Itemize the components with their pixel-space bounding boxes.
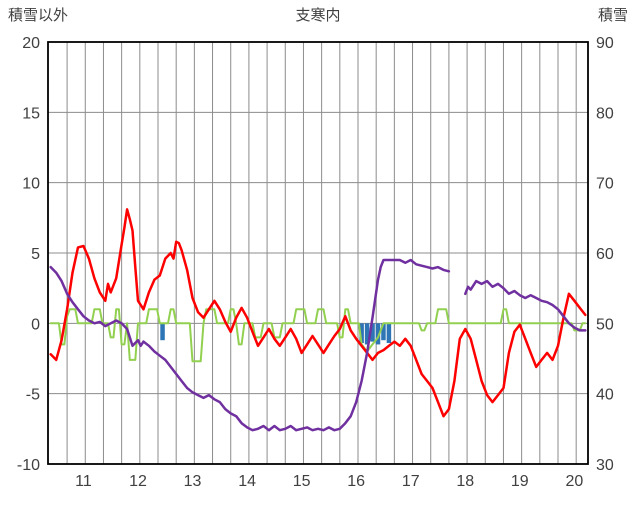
x-axis-tick-label: 13 (184, 473, 202, 490)
blue-bars-bar (364, 323, 370, 345)
red-line (49, 208, 587, 418)
right-axis-tick-label: 70 (596, 176, 614, 193)
left-axis-tick-label: 5 (31, 246, 40, 263)
left-axis-tick-label: -5 (26, 387, 40, 404)
left-axis-tick-label: 15 (22, 105, 40, 122)
x-axis-tick-label: 20 (565, 473, 583, 490)
right-axis-tick-label: 50 (596, 316, 614, 333)
left-axis-tick-label: -10 (17, 457, 40, 474)
right-axis-tick-label: 90 (596, 35, 614, 52)
x-axis-tick-label: 15 (293, 473, 311, 490)
blue-bars-bar (381, 323, 386, 341)
right-axis-title: 積雪 (597, 7, 628, 24)
x-axis-tick-label: 11 (75, 473, 92, 490)
left-axis-tick-label: 10 (22, 176, 40, 193)
left-axis-tick-label: 0 (31, 316, 40, 333)
left-axis-title: 積雪以外 (8, 7, 69, 24)
x-axis-tick-label: 17 (402, 473, 420, 490)
blue-bars-bar (370, 323, 375, 342)
blue-bars-bar (386, 323, 392, 344)
right-axis-tick-label: 40 (596, 387, 614, 404)
x-axis-tick-label: 16 (347, 473, 365, 490)
blue-bars-bar (359, 323, 364, 344)
x-axis-tick-label: 18 (456, 473, 474, 490)
chart-title: 支寒内 (295, 7, 341, 24)
x-axis-tick-label: 19 (511, 473, 529, 490)
right-axis-tick-label: 80 (596, 105, 614, 122)
x-axis-tick-label: 14 (238, 473, 256, 490)
right-axis-tick-label: 60 (596, 246, 614, 263)
purple-line (49, 258, 587, 432)
plot-border (47, 41, 589, 465)
blue-bars-bar (160, 323, 165, 341)
green-line (49, 308, 587, 363)
x-axis-tick-label: 12 (129, 473, 147, 490)
blue-bars-bar (375, 323, 381, 345)
right-axis-tick-label: 30 (596, 457, 614, 474)
left-axis-tick-label: 20 (22, 35, 40, 52)
